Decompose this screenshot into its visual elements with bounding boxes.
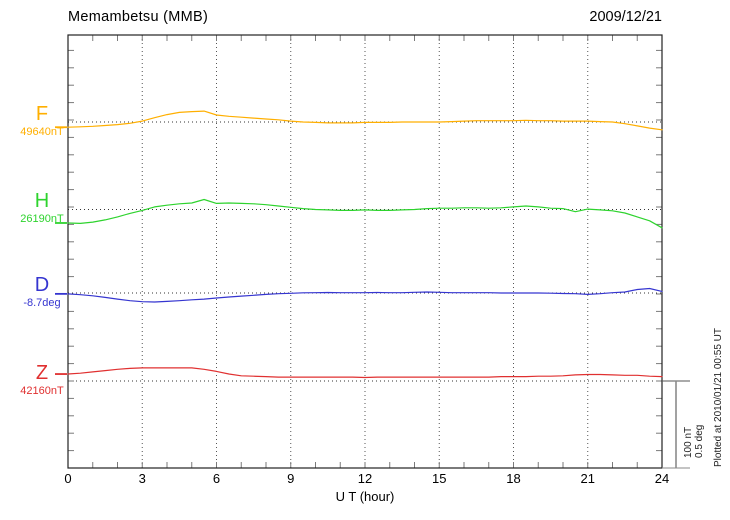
component-letter-D: D xyxy=(34,274,50,296)
component-letter-H: H xyxy=(34,190,50,212)
component-letter-F: F xyxy=(35,103,49,125)
x-tick-label-12: 12 xyxy=(358,471,372,486)
scalebar-nt-label: 100 nT xyxy=(683,427,694,458)
x-tick-label-6: 6 xyxy=(213,471,220,486)
trace-F xyxy=(67,110,663,131)
component-baseline-Z: 42160nT xyxy=(20,385,64,397)
x-tick-label-0: 0 xyxy=(64,471,71,486)
plot-timestamp-note: Plotted at 2010/01/21 00:55 UT xyxy=(713,328,724,467)
plot-frame xyxy=(67,34,663,469)
x-tick-label-21: 21 xyxy=(581,471,595,486)
trace-Z xyxy=(67,367,663,379)
station-title: Memambetsu (MMB) xyxy=(68,9,209,25)
component-baseline-D: -8.7deg xyxy=(23,297,61,309)
x-tick-label-15: 15 xyxy=(432,471,446,486)
x-axis-label: U T (hour) xyxy=(335,489,395,504)
trace-H xyxy=(67,198,663,229)
component-label-H: H 26190nT xyxy=(0,191,84,226)
component-letter-Z: Z xyxy=(35,362,49,384)
component-baseline-H: 26190nT xyxy=(20,213,64,225)
scalebar-deg-label: 0.5 deg xyxy=(694,425,705,458)
x-tick-label-18: 18 xyxy=(506,471,520,486)
chart-generated-layer: 0 3 6 9 12 15 18 21 24 xyxy=(55,34,690,486)
x-tick-label-9: 9 xyxy=(287,471,294,486)
plot-date: 2009/12/21 xyxy=(589,9,662,25)
component-label-F: F 49640nT xyxy=(0,104,84,139)
component-label-D: D -8.7deg xyxy=(0,275,84,310)
component-baseline-F: 49640nT xyxy=(20,126,64,138)
trace-D xyxy=(67,287,663,303)
x-tick-label-3: 3 xyxy=(139,471,146,486)
component-label-Z: Z 42160nT xyxy=(0,363,84,398)
x-tick-label-24: 24 xyxy=(655,471,669,486)
